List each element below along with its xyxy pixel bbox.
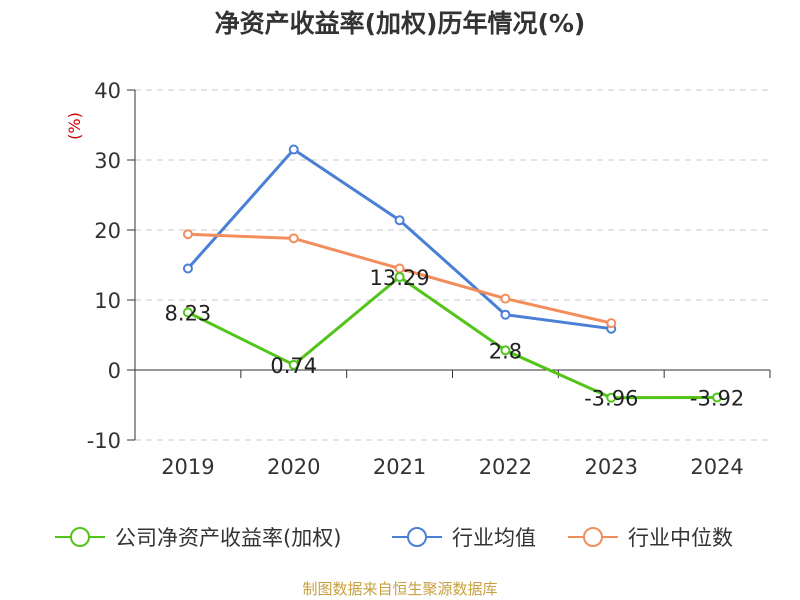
data-label: 13.29 [370,266,430,290]
legend-label: 行业中位数 [628,526,733,550]
data-point [182,229,193,240]
data-label: -3.92 [690,386,744,410]
legend-label: 公司净资产收益率(加权) [115,526,341,550]
x-tick-label: 2019 [161,455,214,479]
data-point [182,263,193,274]
data-label: 8.23 [165,301,212,325]
data-point [606,318,617,329]
data-point [500,293,511,304]
y-tick-label: 20 [94,219,121,243]
legend-label: 行业均值 [452,526,536,550]
series-line [186,148,612,331]
x-tick-label: 2022 [479,455,532,479]
legend-marker [407,527,427,547]
data-label: 0.74 [270,354,317,378]
y-tick-label: 30 [94,149,121,173]
data-point [288,233,299,244]
x-tick-label: 2023 [585,455,638,479]
data-point [712,392,723,403]
data-point [500,309,511,320]
data-label: -3.96 [584,387,638,411]
data-point [288,144,299,155]
data-point [500,345,511,356]
data-point [394,215,405,226]
x-tick-label: 2021 [373,455,426,479]
legend-marker [70,527,90,547]
x-tick-label: 2024 [690,455,743,479]
footer-source: 制图数据来自恒生聚源数据库 [302,580,498,598]
y-tick-label: -10 [87,429,121,453]
data-point [606,392,617,403]
x-tick-label: 2020 [267,455,320,479]
series-line [187,275,718,400]
data-label: 2.8 [489,339,522,363]
y-tick-label: 10 [94,289,121,313]
y-axis-label: (%) [65,112,84,140]
data-point [394,271,405,282]
y-tick-label: 0 [108,359,121,383]
chart-title: 净资产收益率(加权)历年情况(%) [214,9,586,38]
y-tick-label: 40 [94,79,121,103]
data-point [182,307,193,318]
data-point [288,359,299,370]
legend-marker [583,527,603,547]
